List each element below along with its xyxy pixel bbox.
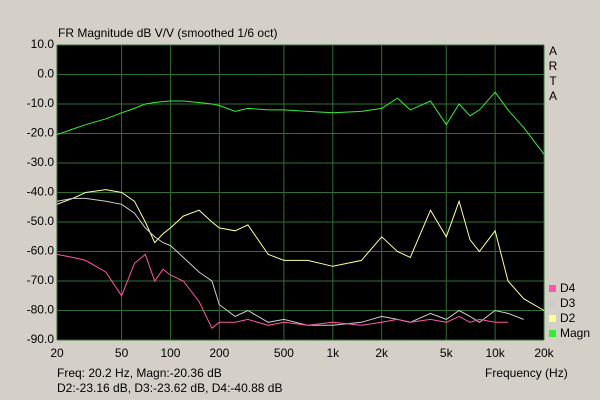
y-tick-label: -10.0: [27, 96, 55, 110]
y-tick-label: -50.0: [27, 214, 55, 228]
legend-label: Magn: [560, 326, 590, 340]
x-tick-label: 100: [160, 346, 180, 360]
series-line: [56, 197, 524, 326]
legend-label: D2: [560, 311, 576, 325]
x-tick-label: 200: [209, 346, 229, 360]
series-line: [56, 91, 545, 155]
legend-marker: [549, 330, 556, 337]
readout: Freq: 20.2 Hz, Magn:-20.36 dB: [57, 366, 222, 380]
x-tick-label: 500: [274, 346, 294, 360]
x-tick-label: 2k: [375, 346, 389, 360]
legend-marker: [549, 285, 556, 292]
y-tick-label: -20.0: [27, 126, 55, 140]
readout: D2:-23.16 dB, D3:-23.62 dB, D4:-40.88 dB: [57, 381, 282, 395]
y-tick-label: 10.0: [31, 37, 55, 51]
x-tick-label: 5k: [440, 346, 454, 360]
side-label: R: [549, 59, 558, 73]
x-tick-label: 20: [50, 346, 64, 360]
y-tick-label: -40.0: [27, 185, 55, 199]
legend-marker: [549, 300, 556, 307]
y-tick-label: -90.0: [27, 332, 55, 346]
legend-label: D3: [560, 296, 576, 310]
y-tick-label: 0.0: [37, 67, 54, 81]
series-line: [56, 189, 545, 311]
x-axis-label: Frequency (Hz): [485, 366, 568, 380]
x-tick-label: 20k: [534, 346, 554, 360]
side-label: T: [549, 74, 557, 88]
y-tick-label: -60.0: [27, 244, 55, 258]
legend-marker: [549, 315, 556, 322]
side-label: A: [549, 89, 557, 103]
side-label: A: [549, 44, 557, 58]
chart-title: FR Magnitude dB V/V (smoothed 1/6 oct): [58, 26, 277, 40]
x-tick-label: 50: [115, 346, 129, 360]
y-tick-label: -30.0: [27, 155, 55, 169]
series-line: [56, 253, 508, 329]
y-tick-label: -70.0: [27, 273, 55, 287]
x-tick-label: 1k: [326, 346, 340, 360]
y-tick-label: -80.0: [27, 303, 55, 317]
x-tick-label: 10k: [485, 346, 505, 360]
legend-label: D4: [560, 281, 576, 295]
